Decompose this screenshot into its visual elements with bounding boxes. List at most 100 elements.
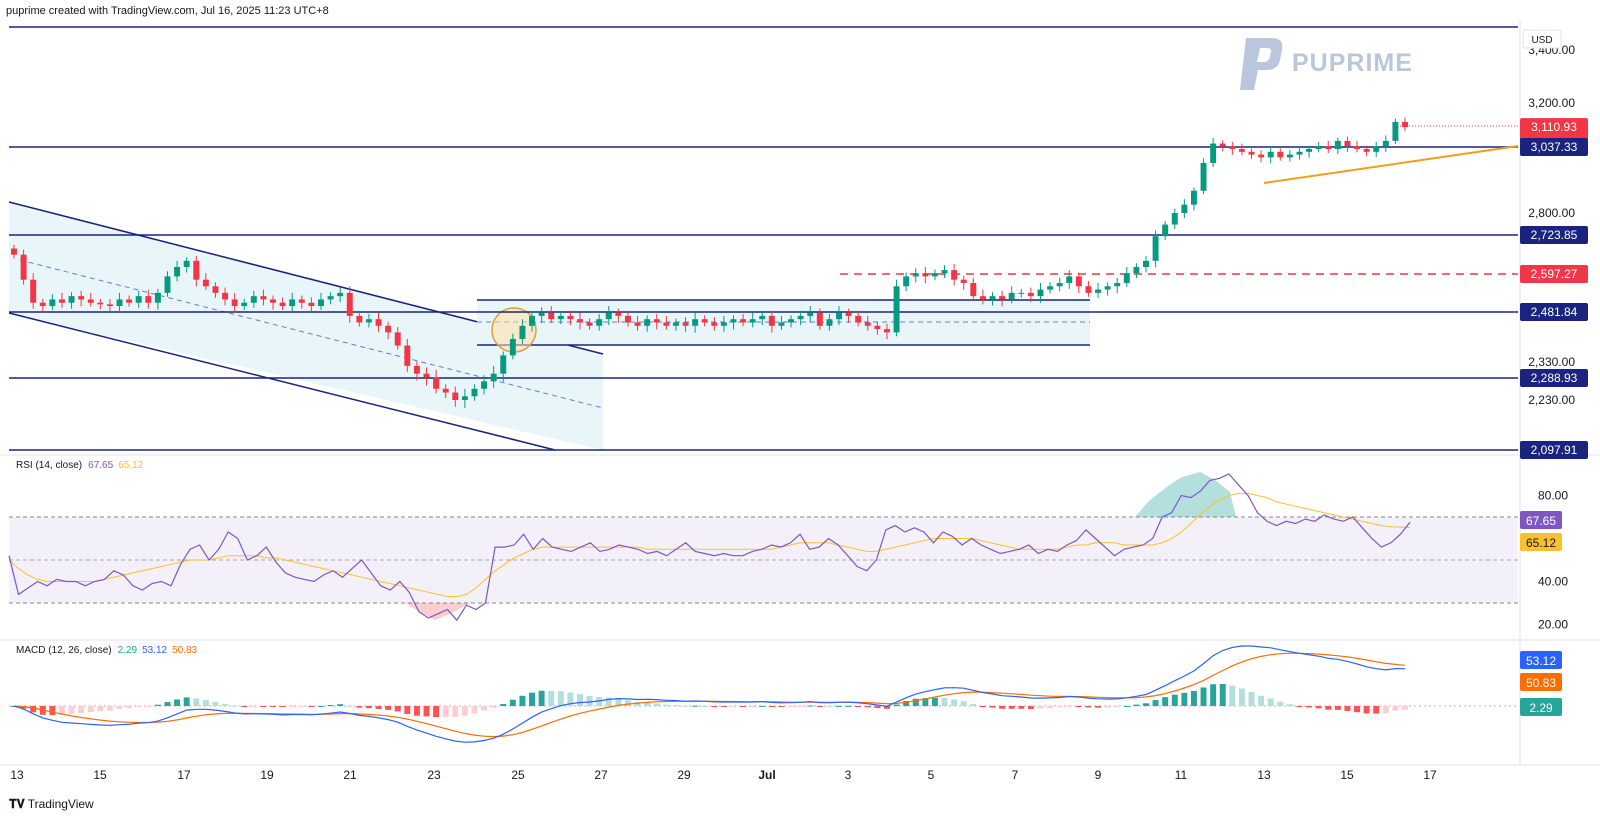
candle-body-103 bbox=[999, 296, 1006, 300]
candle-body-139 bbox=[1344, 140, 1351, 147]
macd-value-tag bbox=[1520, 651, 1562, 669]
candle-body-37 bbox=[365, 319, 372, 323]
candle-body-43 bbox=[423, 373, 430, 378]
candle-body-16 bbox=[164, 276, 171, 293]
candle-body-53 bbox=[519, 325, 526, 339]
candle-body-24 bbox=[241, 302, 248, 307]
candle-body-40 bbox=[394, 332, 401, 346]
price-tag-3 bbox=[1520, 265, 1588, 283]
macd-hist-bar-15 bbox=[154, 704, 161, 706]
time-tick-16: 15 bbox=[1340, 768, 1354, 782]
candle-body-25 bbox=[250, 296, 257, 303]
macd-hist-bar-73 bbox=[711, 706, 718, 707]
candle-body-64 bbox=[624, 315, 631, 323]
macd-hist-bar-100 bbox=[970, 703, 977, 706]
candle-body-50 bbox=[490, 373, 497, 382]
candle-body-11 bbox=[116, 299, 123, 307]
candle-body-21 bbox=[212, 286, 219, 293]
candle-body-70 bbox=[682, 322, 689, 326]
macd-pane bbox=[9, 645, 1518, 743]
macd-hist-bar-116 bbox=[1123, 705, 1130, 707]
macd-hist-bar-59 bbox=[577, 694, 583, 706]
macd-hist-bar-110 bbox=[1066, 706, 1073, 707]
candle-body-30 bbox=[298, 299, 305, 303]
candle-body-102 bbox=[989, 296, 996, 300]
candle-body-114 bbox=[1104, 286, 1111, 290]
candle-body-82 bbox=[797, 315, 804, 320]
candle-body-109 bbox=[1056, 282, 1063, 287]
candle-body-142 bbox=[1373, 146, 1380, 152]
macd-hist-bar-134 bbox=[1296, 706, 1303, 707]
macd-hist-bar-66 bbox=[644, 702, 651, 706]
candle-body-14 bbox=[145, 296, 152, 303]
macd-hist-bar-34 bbox=[337, 704, 344, 706]
macd-hist-bar-90 bbox=[874, 706, 881, 709]
rsi-tick-0: 80.00 bbox=[1538, 489, 1568, 503]
macd-hist-bar-82 bbox=[797, 706, 804, 707]
time-tick-17: 17 bbox=[1423, 768, 1437, 782]
macd-hist-bar-8 bbox=[87, 706, 94, 713]
candle-body-98 bbox=[951, 270, 958, 280]
macd-hist-bar-2 bbox=[30, 706, 37, 713]
macd-hist-bar-56 bbox=[548, 690, 555, 706]
candle-body-31 bbox=[308, 302, 315, 307]
candle-body-5 bbox=[58, 299, 65, 303]
candle-body-62 bbox=[605, 312, 612, 320]
candle-body-63 bbox=[615, 312, 622, 316]
currency-label: USD bbox=[1531, 35, 1552, 46]
macd-hist-bar-143 bbox=[1382, 706, 1389, 714]
candle-body-138 bbox=[1334, 140, 1341, 150]
ascending-trendline bbox=[1263, 145, 1519, 184]
macd-hist-bar-50 bbox=[490, 706, 497, 708]
rsi-axis: 80.00 40.00 20.00 bbox=[1538, 489, 1568, 632]
macd-hist-bar-35 bbox=[346, 705, 353, 707]
candle-body-13 bbox=[135, 296, 142, 303]
macd-hist-bar-84 bbox=[816, 706, 823, 707]
macd-hist-bar-18 bbox=[183, 697, 190, 706]
candle-body-18 bbox=[183, 260, 190, 267]
macd-hist-bar-62 bbox=[605, 697, 612, 706]
macd-hist-bar-131 bbox=[1267, 698, 1274, 706]
macd-hist-bar-55 bbox=[538, 690, 545, 706]
rsi-legend: RSI (14, close) 67.65 65.12 bbox=[16, 460, 144, 471]
price-tick-3: 2,330.00 bbox=[1528, 355, 1575, 369]
macd-hist-bar-104 bbox=[1008, 706, 1015, 709]
candle-body-7 bbox=[78, 296, 85, 300]
macd-hist-bar-79 bbox=[768, 706, 775, 707]
candle-body-33 bbox=[327, 296, 334, 300]
candle-body-6 bbox=[68, 296, 75, 303]
macd-hist-bar-129 bbox=[1248, 692, 1255, 706]
candle-body-66 bbox=[644, 319, 651, 326]
macd-hist-bar-58 bbox=[567, 692, 574, 706]
macd-hist-bar-53 bbox=[519, 695, 526, 706]
time-axis: 13 15 17 19 21 23 25 27 29 Jul 3 5 7 9 11 13 15 17 bbox=[10, 768, 1437, 782]
macd-hist-bar-80 bbox=[778, 706, 785, 707]
macd-hist-bar-31 bbox=[308, 706, 315, 707]
macd-hist-bar-127 bbox=[1229, 685, 1236, 706]
macd-hist-bar-142 bbox=[1373, 706, 1380, 714]
macd-hist-bar-19 bbox=[193, 698, 200, 706]
time-tick-15: 13 bbox=[1257, 768, 1271, 782]
candle-body-137 bbox=[1325, 146, 1332, 150]
macd-hist-bar-5 bbox=[58, 706, 65, 716]
candle-body-134 bbox=[1296, 151, 1303, 155]
macd-hist-bar-13 bbox=[135, 706, 142, 707]
macd-hist-bar-99 bbox=[960, 701, 967, 706]
candle-body-22 bbox=[222, 292, 229, 300]
macd-hist-bar-41 bbox=[404, 706, 411, 715]
candle-body-23 bbox=[231, 299, 238, 307]
time-tick-0: 13 bbox=[10, 768, 24, 782]
macd-hist-bar-125 bbox=[1210, 684, 1217, 706]
macd-hist-bar-11 bbox=[116, 706, 123, 710]
candle-body-57 bbox=[557, 315, 564, 320]
macd-hist-bar-12 bbox=[126, 706, 133, 709]
candle-body-105 bbox=[1018, 292, 1025, 294]
macd-hist-bar-97 bbox=[941, 697, 948, 706]
price-tag-1 bbox=[1520, 138, 1588, 156]
puprime-logo-icon bbox=[1240, 38, 1283, 90]
macd-hist-bar-70 bbox=[682, 705, 689, 707]
macd-hist-bar-109 bbox=[1056, 706, 1063, 708]
candle-body-99 bbox=[960, 279, 967, 283]
macd-hist-bar-140 bbox=[1354, 706, 1361, 713]
